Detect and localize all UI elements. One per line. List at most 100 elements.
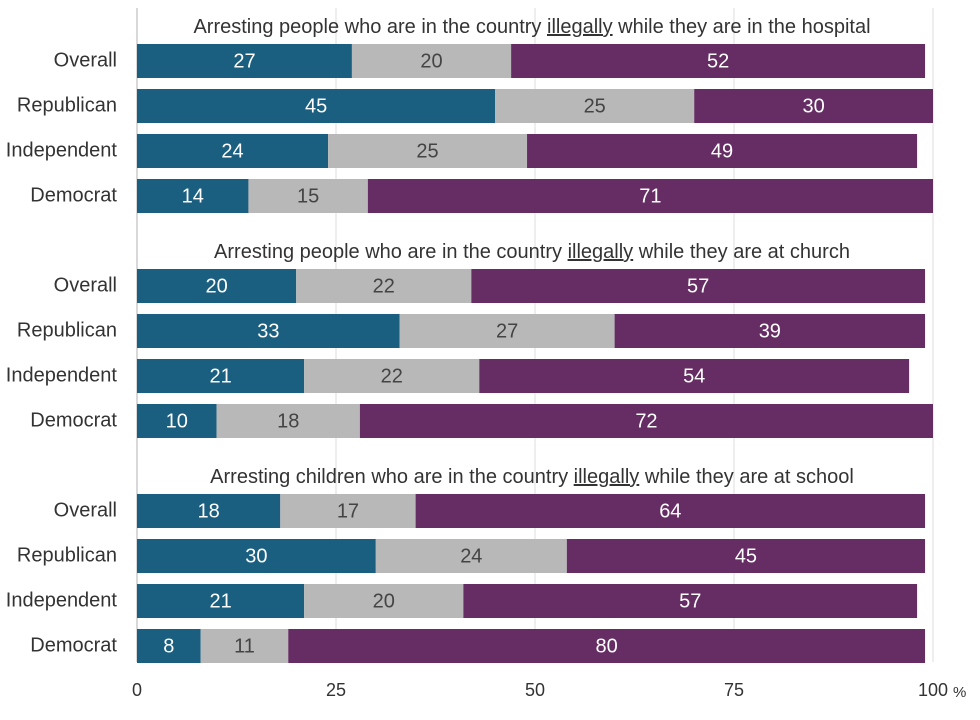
category-label: Democrat xyxy=(30,634,117,656)
bar-row-democrat: Democrat 10 18 72 xyxy=(30,404,933,438)
data-label: 21 xyxy=(209,590,231,612)
bar-row-republican: Republican 45 25 30 xyxy=(17,89,933,123)
category-label: Overall xyxy=(54,49,117,71)
bar-segment-1 xyxy=(137,179,249,213)
bar-row-republican: Republican 30 24 45 xyxy=(17,539,926,573)
x-tick-label: 100 xyxy=(918,680,948,700)
data-label: 24 xyxy=(221,140,243,162)
bar-segment-1 xyxy=(137,359,305,393)
data-label: 27 xyxy=(496,320,518,342)
bar-segment-3 xyxy=(463,584,918,618)
bar-row-overall: Overall 20 22 57 xyxy=(54,269,926,303)
category-label: Republican xyxy=(17,544,117,566)
panel-3: Arresting children who are in the countr… xyxy=(6,466,926,663)
data-label: 45 xyxy=(735,545,757,567)
panel-title: Arresting people who are in the country … xyxy=(193,16,870,38)
data-label: 22 xyxy=(373,275,395,297)
x-tick-label: 25 xyxy=(326,680,346,700)
bar-segment-3 xyxy=(566,539,926,573)
panel-title-start: Arresting people who are in the country xyxy=(193,16,547,38)
bar-segment-1 xyxy=(137,494,281,528)
panel-title-emphasis: illegally xyxy=(574,466,640,488)
data-label: 18 xyxy=(198,500,220,522)
data-label: 15 xyxy=(297,185,319,207)
data-label: 57 xyxy=(679,590,701,612)
category-label: Independent xyxy=(6,589,118,611)
bar-segment-3 xyxy=(288,629,926,663)
x-tick-label: 50 xyxy=(525,680,545,700)
x-axis: 0 25 50 75 100% xyxy=(132,680,966,701)
data-label: 8 xyxy=(163,635,174,657)
bar-segment-3 xyxy=(471,269,926,303)
data-label: 30 xyxy=(802,95,824,117)
data-label: 33 xyxy=(257,320,279,342)
data-label: 20 xyxy=(205,275,227,297)
panel-title-end: while they are at school xyxy=(639,466,854,488)
bar-segment-2 xyxy=(216,404,360,438)
panel-title-start: Arresting people who are in the country xyxy=(214,241,568,263)
panel-title: Arresting children who are in the countr… xyxy=(210,466,854,488)
data-label: 30 xyxy=(245,545,267,567)
category-label: Republican xyxy=(17,94,117,116)
category-label: Independent xyxy=(6,364,118,386)
data-label: 21 xyxy=(209,365,231,387)
bar-segment-3 xyxy=(527,134,918,168)
data-label: 52 xyxy=(707,50,729,72)
data-label: 45 xyxy=(305,95,327,117)
bar-segment-2 xyxy=(399,314,615,348)
data-label: 72 xyxy=(635,410,657,432)
bar-segment-2 xyxy=(304,584,464,618)
bar-segment-2 xyxy=(200,629,289,663)
bar-segment-1 xyxy=(137,134,329,168)
data-label: 25 xyxy=(584,95,606,117)
bar-row-democrat: Democrat 14 15 71 xyxy=(30,179,934,213)
bar-segment-2 xyxy=(328,134,528,168)
bar-segment-2 xyxy=(304,359,480,393)
bar-segment-1 xyxy=(137,629,201,663)
bar-segment-1 xyxy=(137,314,400,348)
bar-segment-3 xyxy=(694,89,933,123)
data-label: 18 xyxy=(277,410,299,432)
panel-title-emphasis: illegally xyxy=(568,241,634,263)
category-label: Democrat xyxy=(30,184,117,206)
bar-segment-2 xyxy=(280,494,416,528)
panel-1: Arresting people who are in the country … xyxy=(6,16,934,213)
bar-segment-1 xyxy=(137,584,305,618)
bar-segment-2 xyxy=(296,269,472,303)
x-tick-label: 75 xyxy=(724,680,744,700)
bar-row-independent: Independent 21 20 57 xyxy=(6,584,918,618)
panel-title-end: while they are at church xyxy=(633,241,850,263)
data-label: 39 xyxy=(759,320,781,342)
bar-segment-1 xyxy=(137,44,352,78)
data-label: 20 xyxy=(420,50,442,72)
data-label: 22 xyxy=(381,365,403,387)
data-label: 27 xyxy=(233,50,255,72)
data-label: 10 xyxy=(166,410,188,432)
category-label: Overall xyxy=(54,499,117,521)
category-label: Overall xyxy=(54,274,117,296)
panel-title-start: Arresting children who are in the countr… xyxy=(210,466,574,488)
data-label: 64 xyxy=(659,500,681,522)
data-label: 24 xyxy=(460,545,482,567)
bar-segment-2 xyxy=(351,44,512,78)
bar-segment-3 xyxy=(614,314,926,348)
data-label: 17 xyxy=(337,500,359,522)
bar-row-overall: Overall 18 17 64 xyxy=(54,494,926,528)
category-label: Independent xyxy=(6,139,118,161)
category-label: Republican xyxy=(17,319,117,341)
panel-title-emphasis: illegally xyxy=(547,16,613,38)
data-label: 54 xyxy=(683,365,705,387)
bar-segment-3 xyxy=(511,44,926,78)
data-label: 71 xyxy=(639,185,661,207)
data-label: 80 xyxy=(596,635,618,657)
data-label: 49 xyxy=(711,140,733,162)
bar-row-republican: Republican 33 27 39 xyxy=(17,314,926,348)
bar-segment-1 xyxy=(137,269,297,303)
bar-row-independent: Independent 21 22 54 xyxy=(6,359,910,393)
bar-row-democrat: Democrat 8 11 80 xyxy=(30,629,926,663)
bar-segment-3 xyxy=(415,494,926,528)
data-label: 14 xyxy=(182,185,204,207)
data-label: 11 xyxy=(234,635,255,657)
panel-2: Arresting people who are in the country … xyxy=(6,241,933,438)
